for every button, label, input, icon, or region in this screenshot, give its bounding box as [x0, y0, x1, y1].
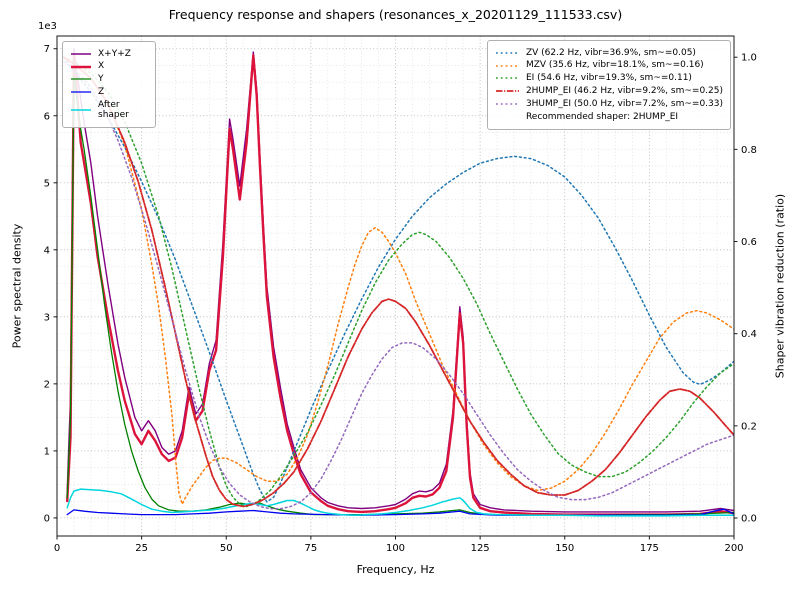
legend-entry-label: Y: [98, 74, 104, 85]
legend-entry: 3HUMP_EI (50.0 Hz, vibr=7.2%, sm~=0.33): [495, 99, 723, 109]
y-axis-label-right: Shaper vibration reduction (ratio): [773, 193, 787, 379]
legend-entry-label: X: [98, 61, 105, 72]
axis-offset-text: 1e3: [38, 21, 57, 32]
series-ei: [63, 56, 734, 508]
legend-shapers: ZV (62.2 Hz, vibr=36.9%, sm~=0.05) MZV (3…: [486, 40, 731, 130]
y-tick-label-right: 0.0: [741, 514, 757, 525]
legend-entry: EI (54.6 Hz, vibr=19.3%, sm~=0.11): [495, 73, 723, 83]
legend-entry: Y: [70, 74, 148, 84]
legend-sample-line: [71, 65, 91, 68]
legend-entry-label: MZV (35.6 Hz, vibr=18.1%, sm~=0.16): [525, 60, 704, 71]
legend-sample-blank: [495, 112, 520, 122]
legend-sample-line: [71, 91, 91, 93]
x-tick-label: 150: [555, 543, 574, 554]
y-tick-label-left: 5: [44, 178, 50, 189]
chart-title: Frequency response and shapers (resonanc…: [168, 7, 623, 22]
legend-psd: X+Y+Z X Y Z After shaper: [62, 41, 156, 129]
x-tick-label: 25: [135, 543, 148, 554]
legend-entry-label: X+Y+Z: [98, 48, 131, 59]
y-tick-label-left: 1: [44, 446, 50, 457]
y-tick-label-left: 0: [44, 513, 50, 524]
x-tick-label: 100: [386, 543, 405, 554]
legend-entry-label: Recommended shaper: 2HUMP_EI: [525, 111, 679, 122]
legend-sample-line: [495, 103, 519, 105]
y-tick-label-right: 0.6: [741, 237, 757, 248]
legend-sample-line: [495, 51, 519, 54]
series-after-shaper: [66, 488, 734, 517]
y-tick-label-left: 7: [44, 44, 50, 55]
legend-sample-line: [71, 52, 91, 55]
y-tick-label-left: 3: [44, 312, 50, 323]
legend-sample-line: [495, 64, 519, 67]
y-tick-label-right: 0.2: [741, 421, 757, 432]
y-tick-label-right: 1.0: [741, 53, 757, 64]
legend-entry: ZV (62.2 Hz, vibr=36.9%, sm~=0.05): [495, 48, 723, 58]
series-mzv: [63, 56, 734, 505]
series-3hump_ei: [63, 61, 734, 510]
y-axis-label-left: Power spectral density: [10, 223, 24, 349]
y-tick-label-left: 2: [44, 379, 50, 390]
series-zv: [63, 56, 734, 503]
legend-sample-line: [495, 77, 519, 80]
x-tick-label: 200: [724, 543, 743, 554]
y-tick-label-left: 6: [44, 111, 50, 122]
x-tick-label: 125: [471, 543, 490, 554]
x-axis-label: Frequency, Hz: [356, 563, 435, 576]
legend-entry-label: 3HUMP_EI (50.0 Hz, vibr=7.2%, sm~=0.33): [525, 98, 723, 109]
legend-entry: 2HUMP_EI (46.2 Hz, vibr=9.2%, sm~=0.25): [495, 86, 723, 96]
legend-sample-line: [71, 109, 91, 111]
legend-entry-label: Z: [98, 87, 105, 98]
legend-entry-label: EI (54.6 Hz, vibr=19.3%, sm~=0.11): [525, 73, 692, 84]
legend-entry: X: [70, 61, 148, 71]
recommended-shaper-note: Recommended shaper: 2HUMP_EI: [495, 112, 723, 122]
legend-entry-label: After shaper: [98, 99, 129, 121]
legend-entry: Z: [70, 87, 148, 97]
legend-entry: After shaper: [70, 100, 148, 121]
legend-entry: MZV (35.6 Hz, vibr=18.1%, sm~=0.16): [495, 60, 723, 70]
series-2hump_ei: [62, 56, 734, 508]
y-tick-label-left: 4: [44, 245, 50, 256]
legend-entry-label: 2HUMP_EI (46.2 Hz, vibr=9.2%, sm~=0.25): [525, 86, 723, 97]
x-tick-label: 50: [220, 543, 233, 554]
legend-sample-line: [495, 90, 519, 93]
legend-entry: X+Y+Z: [70, 49, 148, 59]
series-x: [66, 54, 734, 516]
x-tick-label: 75: [305, 543, 318, 554]
x-tick-label: 0: [54, 543, 60, 554]
y-tick-label-right: 0.4: [741, 329, 757, 340]
x-tick-label: 175: [640, 543, 659, 554]
y-tick-label-right: 0.8: [741, 145, 757, 156]
legend-entry-label: ZV (62.2 Hz, vibr=36.9%, sm~=0.05): [525, 47, 696, 58]
legend-sample-line: [71, 78, 91, 81]
